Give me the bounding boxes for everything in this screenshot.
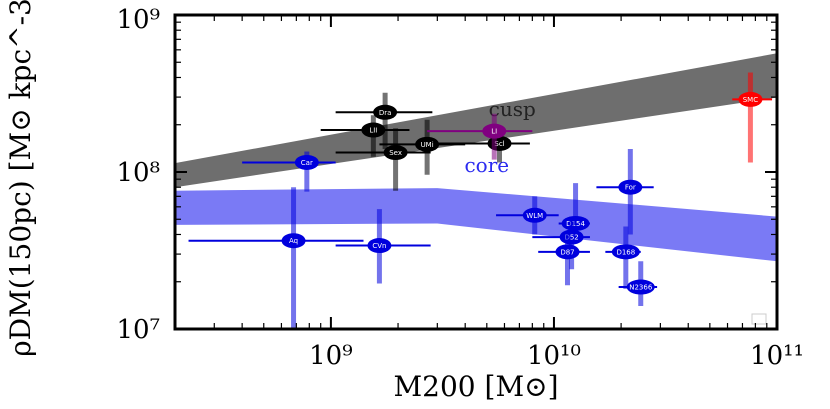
- x-tick-label: 10⁹: [309, 341, 353, 371]
- marker-dra: [373, 104, 398, 120]
- x-axis-label: M200 [M⊙]: [394, 370, 559, 403]
- point-label-sex: Sex: [389, 149, 402, 157]
- x-tick-label: 10¹⁰: [527, 341, 581, 371]
- point-label-umi: UMi: [421, 141, 434, 149]
- marker-sex: [383, 145, 408, 161]
- marker-d87: [555, 244, 580, 260]
- point-d168: D168: [605, 226, 641, 289]
- point-smc: SMC: [732, 72, 773, 163]
- point-label-n2366: N2366: [629, 284, 653, 292]
- marker-d168: [611, 244, 640, 260]
- y-axis-label: ρDM(150pc) [M⊙ kpc^-3]: [4, 0, 37, 357]
- point-car: Car: [242, 151, 336, 192]
- point-label-d154: D154: [566, 220, 585, 228]
- y-tick-label: 10⁸: [116, 158, 160, 188]
- y-tick-label: 10⁹: [116, 5, 160, 35]
- point-label-wlm: WLM: [526, 212, 543, 220]
- point-wlm: WLM: [496, 196, 559, 235]
- point-dra: Dra: [335, 92, 433, 150]
- point-label-lii: LII: [369, 127, 377, 135]
- marker-smc: [738, 91, 763, 107]
- points-layer: Dra LII UMi Sex Scl LI Car Aq CVn WLM D154 D52 D87 D1…: [188, 72, 773, 329]
- marker-n2366: [626, 279, 655, 295]
- point-aq: Aq: [188, 187, 364, 329]
- marker-aq: [281, 233, 306, 249]
- x-tick-label: 10¹¹: [750, 341, 804, 371]
- point-d87: D87: [538, 231, 590, 286]
- point-label-d168: D168: [616, 248, 635, 256]
- marker-d154: [561, 215, 590, 231]
- axes-layer: 10⁹ 10¹⁰ 10¹¹ 10⁷ 10⁸ 10⁹: [116, 5, 803, 371]
- point-for: For: [596, 149, 654, 235]
- point-label-li: LI: [491, 128, 497, 136]
- point-label-scl: Scl: [494, 140, 504, 148]
- marker-li: [482, 123, 507, 139]
- marker-cvn: [367, 238, 392, 254]
- point-label-d87: D87: [560, 248, 574, 256]
- marker-car: [294, 154, 319, 170]
- point-label-for: For: [625, 184, 636, 192]
- marker-for: [618, 179, 643, 195]
- point-label-dra: Dra: [379, 109, 392, 117]
- point-n2366: N2366: [618, 261, 658, 307]
- point-label-cvn: CVn: [372, 242, 386, 250]
- point-label-d52: D52: [564, 234, 578, 242]
- point-label-aq: Aq: [289, 237, 298, 245]
- point-li: LI: [427, 113, 533, 160]
- y-tick-label: 10⁷: [116, 315, 160, 345]
- point-sex: Sex: [335, 128, 431, 191]
- legend-box: [751, 313, 767, 325]
- marker-wlm: [522, 207, 547, 223]
- point-cvn: CVn: [335, 209, 431, 284]
- point-label-smc: SMC: [743, 96, 758, 104]
- marker-umi: [415, 136, 440, 152]
- band-core: [175, 188, 777, 262]
- band-cusp: [175, 53, 777, 188]
- point-label-car: Car: [301, 159, 313, 167]
- band-label-core: core: [464, 153, 509, 177]
- marker-lii: [361, 122, 386, 138]
